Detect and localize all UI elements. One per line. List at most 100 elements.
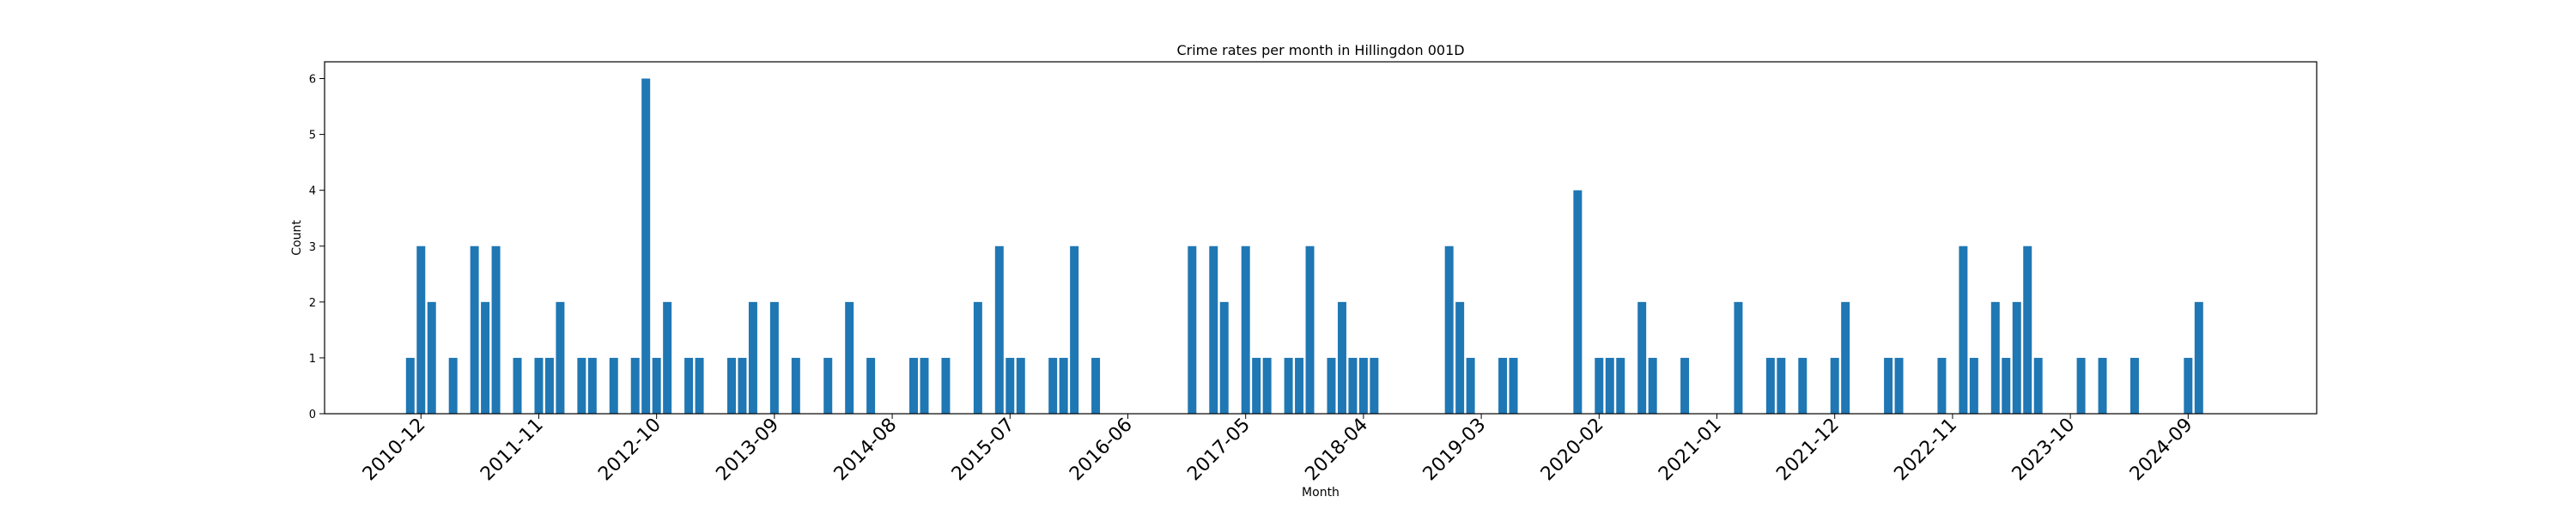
bar-2015-07 — [1005, 357, 1015, 414]
bar-2013-09 — [769, 301, 779, 414]
bar-2011-06 — [481, 301, 490, 414]
bar-2011-07 — [491, 245, 501, 414]
bar-2010-11 — [405, 357, 415, 414]
bar-2015-04 — [973, 301, 982, 414]
bar-2024-09 — [2184, 357, 2193, 414]
bar-2011-09 — [513, 357, 522, 414]
bar-2018-12 — [1444, 245, 1454, 414]
bar-2024-01 — [2098, 357, 2107, 414]
bar-2019-12 — [1573, 190, 1583, 414]
bar-2021-03 — [1734, 301, 1743, 414]
bar-2012-09 — [641, 78, 651, 415]
bar-2012-06 — [609, 357, 618, 414]
bar-2015-06 — [994, 245, 1004, 414]
bar-2020-02 — [1595, 357, 1604, 414]
bar-2012-10 — [652, 357, 661, 414]
bar-2023-07 — [2033, 357, 2043, 414]
bar-2011-12 — [544, 357, 554, 414]
bar-2017-09 — [1284, 357, 1293, 414]
x-tick-label: 2010-12 — [359, 415, 430, 486]
x-tick-label: 2015-07 — [948, 415, 1019, 486]
bar-2023-04 — [2002, 357, 2011, 414]
bar-2019-06 — [1509, 357, 1518, 414]
bar-2018-05 — [1370, 357, 1379, 414]
y-axis-ticks: 0 1 2 3 4 5 6 — [309, 74, 325, 421]
bar-2011-05 — [470, 245, 479, 414]
bar-2020-10 — [1680, 357, 1690, 414]
x-tick-label: 2021-01 — [1655, 415, 1726, 486]
bar-2022-10 — [1937, 357, 1947, 414]
bar-2020-07 — [1648, 357, 1657, 414]
x-tick-label: 2022-11 — [1890, 415, 1961, 486]
bar-2018-02 — [1337, 301, 1346, 414]
y-tick-label: 2 — [309, 297, 316, 310]
plot-area-frame — [324, 61, 2318, 415]
x-tick-label: 2014-08 — [830, 415, 902, 486]
bar-2016-12 — [1188, 245, 1197, 414]
y-tick-label: 6 — [309, 74, 316, 87]
bar-2017-05 — [1241, 245, 1250, 414]
x-tick-label: 2020-02 — [1537, 415, 1608, 486]
bar-2012-08 — [630, 357, 640, 414]
bar-2013-05 — [726, 357, 736, 414]
bar-2022-12 — [1959, 245, 1968, 414]
bar-2016-01 — [1070, 245, 1079, 414]
bar-2023-05 — [2012, 301, 2021, 414]
bar-2014-10 — [909, 357, 919, 414]
bar-2021-09 — [1798, 357, 1807, 414]
bar-2021-07 — [1777, 357, 1786, 414]
bar-2020-03 — [1605, 357, 1614, 414]
bar-2010-12 — [416, 245, 426, 414]
bar-2021-06 — [1765, 357, 1775, 414]
bar-2023-03 — [1990, 301, 2000, 414]
bar-2011-01 — [427, 301, 436, 414]
bar-2020-04 — [1616, 357, 1625, 414]
bar-2024-10 — [2194, 301, 2203, 414]
bar-2017-07 — [1262, 357, 1272, 414]
bar-2017-11 — [1305, 245, 1315, 414]
y-tick-label: 4 — [309, 185, 316, 198]
bar-2015-11 — [1048, 357, 1058, 414]
x-axis-ticks: 2010-12 2011-11 2012-10 2013-09 2014-08 2015-… — [359, 414, 2197, 485]
bar-2015-12 — [1059, 357, 1068, 414]
bar-2017-03 — [1219, 301, 1229, 414]
x-tick-label: 2012-10 — [594, 415, 665, 486]
bar-2013-01 — [684, 357, 694, 414]
x-tick-label: 2013-09 — [712, 415, 783, 486]
bar-2012-11 — [663, 301, 672, 414]
bar-2022-01 — [1841, 301, 1850, 414]
bar-2021-12 — [1830, 357, 1839, 414]
bar-2018-01 — [1327, 357, 1336, 414]
y-tick-label: 3 — [309, 241, 316, 254]
bar-2012-04 — [587, 357, 597, 414]
bar-2022-06 — [1894, 357, 1904, 414]
chart-title: Crime rates per month in Hillingdon 001D — [1176, 42, 1464, 58]
bar-2018-03 — [1348, 357, 1358, 414]
bars — [405, 78, 2203, 415]
x-tick-label: 2018-04 — [1301, 415, 1372, 486]
y-axis-label: Count — [290, 220, 304, 256]
bar-2013-02 — [695, 357, 704, 414]
x-tick-label: 2017-05 — [1183, 415, 1255, 486]
bar-2011-11 — [534, 357, 544, 414]
bar-2013-11 — [791, 357, 800, 414]
bar-2019-05 — [1498, 357, 1508, 414]
x-tick-label: 2024-09 — [2126, 415, 2197, 486]
bar-2014-06 — [866, 357, 876, 414]
x-tick-label: 2019-03 — [1419, 415, 1491, 486]
bar-2012-03 — [577, 357, 586, 414]
x-axis-label: Month — [1302, 486, 1340, 500]
bar-2016-03 — [1091, 357, 1101, 414]
x-tick-label: 2016-06 — [1066, 415, 1137, 486]
bar-2022-05 — [1884, 357, 1893, 414]
x-tick-label: 2011-11 — [477, 415, 548, 486]
bar-2018-04 — [1358, 357, 1368, 414]
bar-2011-03 — [448, 357, 458, 414]
x-tick-label: 2021-12 — [1772, 415, 1844, 486]
bar-2017-02 — [1209, 245, 1218, 414]
bar-2013-07 — [748, 301, 757, 414]
bar-2024-04 — [2129, 357, 2139, 414]
bar-2019-02 — [1466, 357, 1475, 414]
bar-2019-01 — [1455, 301, 1465, 414]
